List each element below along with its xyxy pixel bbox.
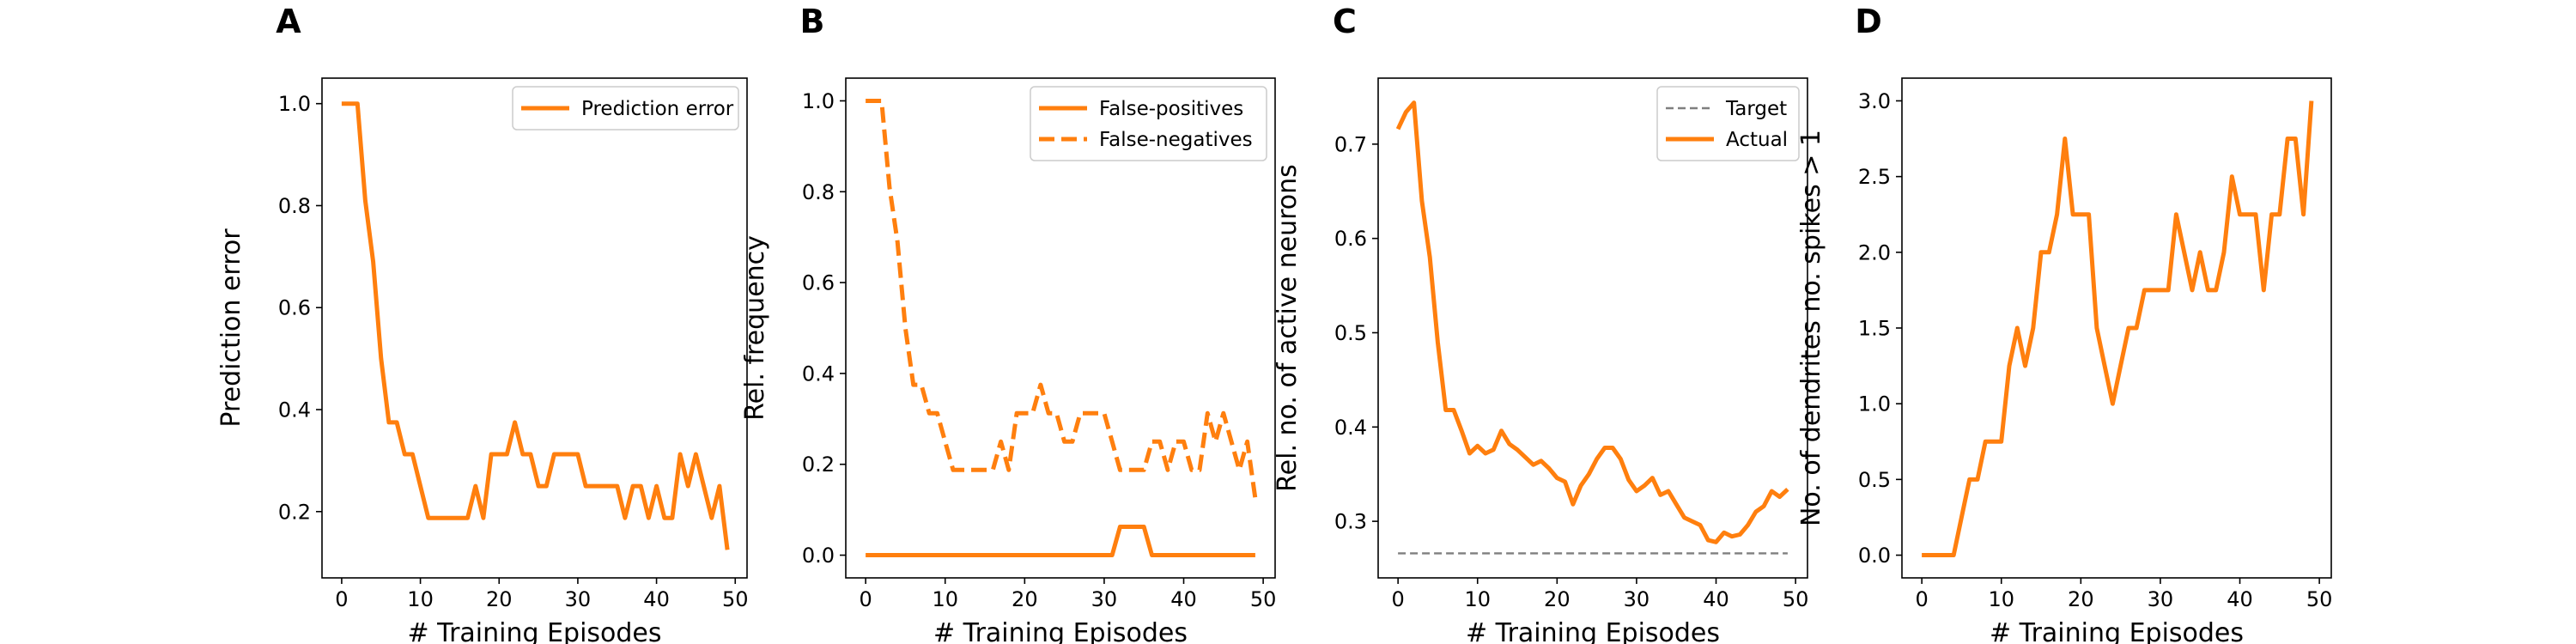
x-tick-label: 50 (722, 587, 749, 611)
panel-letter: B (800, 3, 825, 40)
series-line (866, 99, 1258, 499)
y-tick-label: 3.0 (1858, 89, 1891, 113)
series-actual (1395, 100, 1789, 544)
panel-d: D 0 10 20 30 40 50 0.0 0.5 1.0 1.5 2.0 2.5 3.0 # Train… (1796, 3, 2332, 644)
legend-box (1656, 86, 1800, 161)
y-tick-label: 0.8 (802, 180, 835, 204)
series-line (1395, 100, 1789, 544)
x-tick-label: 30 (1624, 587, 1650, 611)
legend: Prediction error (512, 86, 739, 131)
x-tick-label: 20 (1544, 587, 1571, 611)
series-line (866, 525, 1255, 557)
x-axis-label: # Training Episodes (1990, 618, 2244, 644)
legend-box (512, 86, 739, 131)
x-tick-label: 50 (2306, 587, 2333, 611)
x-tick-label: 40 (1703, 587, 1729, 611)
legend-label: False-negatives (1099, 129, 1253, 151)
x-tick-label: 10 (407, 587, 434, 611)
y-tick-label: 2.5 (1858, 165, 1891, 189)
legend: False-positives False-negatives (1030, 86, 1267, 161)
legend-label: Actual (1726, 129, 1788, 151)
y-tick-label: 0.7 (1334, 132, 1367, 156)
legend-box (1030, 86, 1267, 161)
panel-b: B 0 10 20 30 40 50 0.0 0.2 0.4 0.6 0.8 1.0 # Training… (740, 3, 1276, 644)
series-line (1922, 100, 2314, 557)
y-tick-label: 1.5 (1858, 317, 1891, 341)
y-tick-label: 0.0 (1858, 544, 1891, 568)
y-tick-label: 0.4 (1334, 416, 1367, 440)
axes-frame (1377, 77, 1808, 579)
y-tick-label: 1.0 (278, 92, 311, 116)
x-tick-label: 0 (1392, 587, 1405, 611)
x-tick-label: 40 (1170, 587, 1197, 611)
y-tick-label: 0.4 (802, 361, 835, 386)
y-tick-label: 0.2 (278, 500, 311, 524)
y-tick-label: 0.5 (1858, 468, 1891, 492)
panel-letter: D (1855, 3, 1882, 40)
panel-letter: C (1333, 3, 1357, 40)
panel-letter: A (276, 3, 301, 40)
x-tick-label: 40 (2227, 587, 2253, 611)
y-tick-label: 0.6 (278, 296, 311, 320)
axes-frame (845, 77, 1276, 579)
axes-frame (321, 77, 748, 579)
y-axis-label: Prediction error (216, 228, 246, 428)
legend-label: False-positives (1099, 98, 1243, 120)
y-tick-label: 0.2 (802, 453, 835, 477)
x-tick-label: 0 (1916, 587, 1929, 611)
x-axis-label: # Training Episodes (407, 618, 661, 644)
y-tick-label: 0.3 (1334, 510, 1367, 534)
y-tick-label: 1.0 (802, 89, 835, 113)
series-line (341, 101, 730, 550)
x-axis-label: # Training Episodes (933, 618, 1188, 644)
y-axis-label: No. of dendrites no. spikes > 1 (1796, 130, 1826, 526)
series-false-negatives (866, 99, 1258, 499)
x-tick-label: 50 (1250, 587, 1277, 611)
panel-a: A 0 10 20 30 40 50 0.2 0.4 0.6 0.8 1.0 # Training Ep… (216, 3, 749, 644)
panel-c: C 0 10 20 30 40 50 0.3 0.4 0.5 0.6 0.7 # Training Ep… (1273, 3, 1808, 644)
x-tick-label: 30 (2148, 587, 2174, 611)
series-line (1922, 100, 2314, 557)
x-tick-label: 30 (565, 587, 592, 611)
x-tick-label: 20 (486, 587, 513, 611)
legend: Target Actual (1656, 86, 1800, 161)
y-tick-label: 0.4 (278, 398, 311, 422)
y-tick-label: 0.0 (802, 544, 835, 568)
legend-label: Target (1725, 98, 1787, 120)
y-tick-label: 0.6 (1334, 227, 1367, 251)
x-tick-label: 50 (1783, 587, 1809, 611)
y-tick-label: 0.6 (802, 271, 835, 295)
x-tick-label: 30 (1091, 587, 1118, 611)
x-tick-label: 10 (932, 587, 958, 611)
x-tick-label: 20 (1012, 587, 1038, 611)
y-tick-label: 0.8 (278, 194, 311, 218)
y-tick-label: 2.0 (1858, 240, 1891, 264)
x-tick-label: 10 (1464, 587, 1491, 611)
y-axis-label: Rel. no. of active neurons (1273, 164, 1303, 492)
x-tick-label: 10 (1988, 587, 2014, 611)
series-false-positives (866, 525, 1255, 557)
series-prediction-error (341, 101, 730, 550)
legend-label: Prediction error (581, 98, 734, 120)
x-tick-label: 20 (2068, 587, 2094, 611)
x-tick-label: 0 (860, 587, 872, 611)
x-tick-label: 0 (335, 587, 348, 611)
y-tick-label: 1.0 (1858, 392, 1891, 416)
y-tick-label: 0.5 (1334, 321, 1367, 345)
y-axis-label: Rel. frequency (740, 235, 770, 421)
x-axis-label: # Training Episodes (1466, 618, 1720, 644)
x-tick-label: 40 (643, 587, 670, 611)
